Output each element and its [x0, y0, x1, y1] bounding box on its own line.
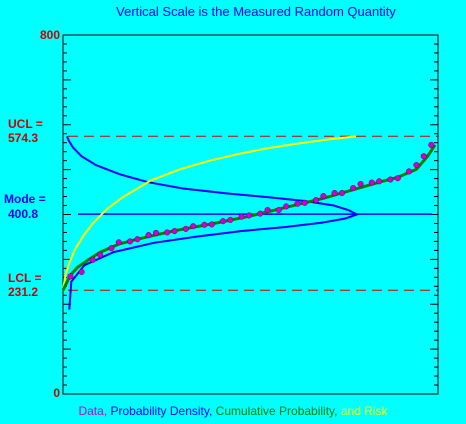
- data-point: [238, 213, 245, 220]
- data-points: [67, 141, 435, 280]
- data-point: [227, 216, 234, 223]
- data-point: [394, 175, 401, 182]
- chart-title: Vertical Scale is the Measured Random Qu…: [116, 4, 396, 19]
- data-point: [171, 228, 178, 235]
- data-point: [420, 153, 427, 160]
- data-point: [67, 273, 74, 280]
- data-point: [208, 221, 215, 228]
- data-point: [89, 256, 96, 263]
- ucl-label: UCL =: [8, 117, 43, 131]
- risk-curve: [62, 135, 357, 291]
- mode-value: 400.8: [8, 207, 38, 221]
- data-point: [338, 189, 346, 197]
- legend-cumulative: Cumulative Probability,: [216, 404, 338, 418]
- data-point: [201, 221, 208, 228]
- legend-risk: and Risk: [341, 404, 389, 418]
- data-point: [368, 179, 375, 186]
- data-point: [428, 141, 435, 148]
- data-point: [164, 229, 171, 236]
- legend: Data, Probability Density, Cumulative Pr…: [78, 404, 388, 418]
- data-point: [320, 193, 327, 200]
- data-point: [134, 236, 141, 243]
- data-point: [350, 184, 357, 192]
- data-point: [376, 178, 383, 185]
- data-point: [413, 162, 420, 169]
- data-point: [257, 210, 264, 217]
- left-axis-ticks: [63, 34, 71, 395]
- data-point: [283, 203, 290, 210]
- legend-density: Probability Density,: [111, 404, 213, 418]
- data-point: [190, 223, 197, 230]
- data-point: [115, 239, 122, 246]
- data-point: [78, 268, 85, 275]
- lcl-value: 231.2: [8, 285, 38, 299]
- data-point: [152, 229, 160, 236]
- lcl-label: LCL =: [8, 271, 41, 285]
- legend-data: Data,: [78, 404, 107, 418]
- mode-label: Mode =: [4, 192, 46, 206]
- data-point: [126, 238, 134, 245]
- data-point: [219, 218, 227, 225]
- data-point: [387, 176, 394, 183]
- data-point: [108, 245, 115, 252]
- probability-density-curve: [66, 136, 360, 310]
- ucl-value: 574.3: [8, 131, 38, 145]
- data-point: [182, 225, 189, 232]
- right-axis-ticks: [430, 34, 438, 395]
- data-point: [97, 251, 104, 258]
- y-axis-min-label: 0: [53, 386, 60, 400]
- data-point: [301, 199, 308, 206]
- data-point: [294, 200, 301, 207]
- data-point: [275, 206, 282, 214]
- data-point: [357, 180, 364, 188]
- data-point: [312, 197, 320, 204]
- data-point: [245, 212, 253, 219]
- y-axis-max-label: 800: [40, 28, 60, 42]
- data-point: [145, 232, 152, 239]
- data-point: [331, 189, 338, 197]
- data-point: [405, 168, 413, 175]
- data-point: [264, 206, 271, 214]
